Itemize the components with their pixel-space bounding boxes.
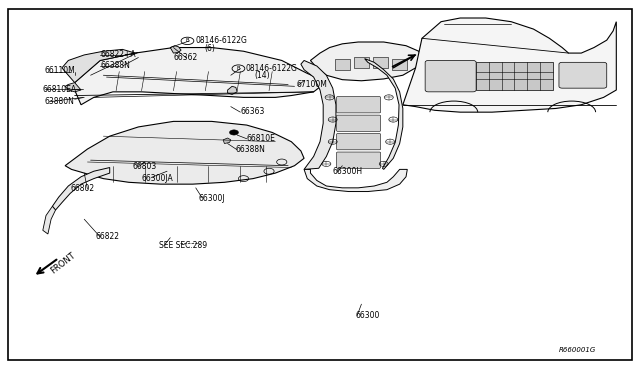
Polygon shape	[170, 46, 181, 53]
Polygon shape	[52, 167, 109, 210]
Polygon shape	[65, 121, 304, 184]
Text: (14): (14)	[254, 71, 270, 80]
FancyBboxPatch shape	[337, 97, 381, 113]
Text: 66362: 66362	[173, 53, 198, 62]
Polygon shape	[403, 18, 616, 112]
FancyBboxPatch shape	[337, 115, 381, 131]
FancyBboxPatch shape	[335, 59, 350, 70]
Text: (6): (6)	[204, 44, 215, 53]
FancyBboxPatch shape	[392, 59, 407, 70]
Text: 66822: 66822	[96, 232, 120, 241]
Text: B: B	[237, 66, 240, 71]
FancyBboxPatch shape	[337, 152, 381, 168]
Text: SEE SEC.289: SEE SEC.289	[159, 241, 207, 250]
Text: R660001G: R660001G	[559, 347, 596, 353]
Polygon shape	[310, 42, 422, 81]
Text: 66300JA: 66300JA	[141, 174, 173, 183]
Text: 63880N: 63880N	[45, 97, 75, 106]
FancyBboxPatch shape	[354, 57, 369, 68]
Text: 66300: 66300	[355, 311, 380, 320]
Text: 66810EA: 66810EA	[42, 85, 76, 94]
Polygon shape	[62, 49, 135, 83]
Text: 66388N: 66388N	[100, 61, 130, 70]
Text: FRONT: FRONT	[49, 251, 77, 276]
Text: 66363: 66363	[241, 107, 265, 116]
Text: B: B	[186, 38, 189, 44]
FancyBboxPatch shape	[425, 61, 476, 92]
Polygon shape	[304, 169, 407, 192]
Polygon shape	[75, 48, 323, 105]
Text: 67100M: 67100M	[296, 80, 327, 89]
Text: 08146-6122G: 08146-6122G	[195, 36, 247, 45]
Polygon shape	[228, 86, 237, 94]
Polygon shape	[365, 59, 403, 169]
Text: 66300H: 66300H	[333, 167, 363, 176]
Text: 66822+A: 66822+A	[100, 50, 136, 59]
Text: 66388N: 66388N	[236, 145, 266, 154]
FancyBboxPatch shape	[559, 62, 607, 88]
Polygon shape	[43, 206, 56, 234]
Text: 66802: 66802	[70, 185, 94, 193]
Polygon shape	[223, 138, 231, 144]
Polygon shape	[65, 83, 81, 92]
Text: 66803: 66803	[132, 162, 156, 171]
FancyBboxPatch shape	[8, 9, 632, 359]
FancyBboxPatch shape	[337, 134, 381, 150]
FancyBboxPatch shape	[476, 62, 552, 90]
Polygon shape	[301, 61, 336, 169]
Text: 66810E: 66810E	[246, 134, 276, 142]
Text: 08146-6122G: 08146-6122G	[246, 64, 298, 73]
FancyBboxPatch shape	[373, 57, 388, 68]
Text: 66110M: 66110M	[45, 66, 76, 75]
Text: 66300J: 66300J	[199, 194, 225, 203]
Circle shape	[230, 130, 239, 135]
